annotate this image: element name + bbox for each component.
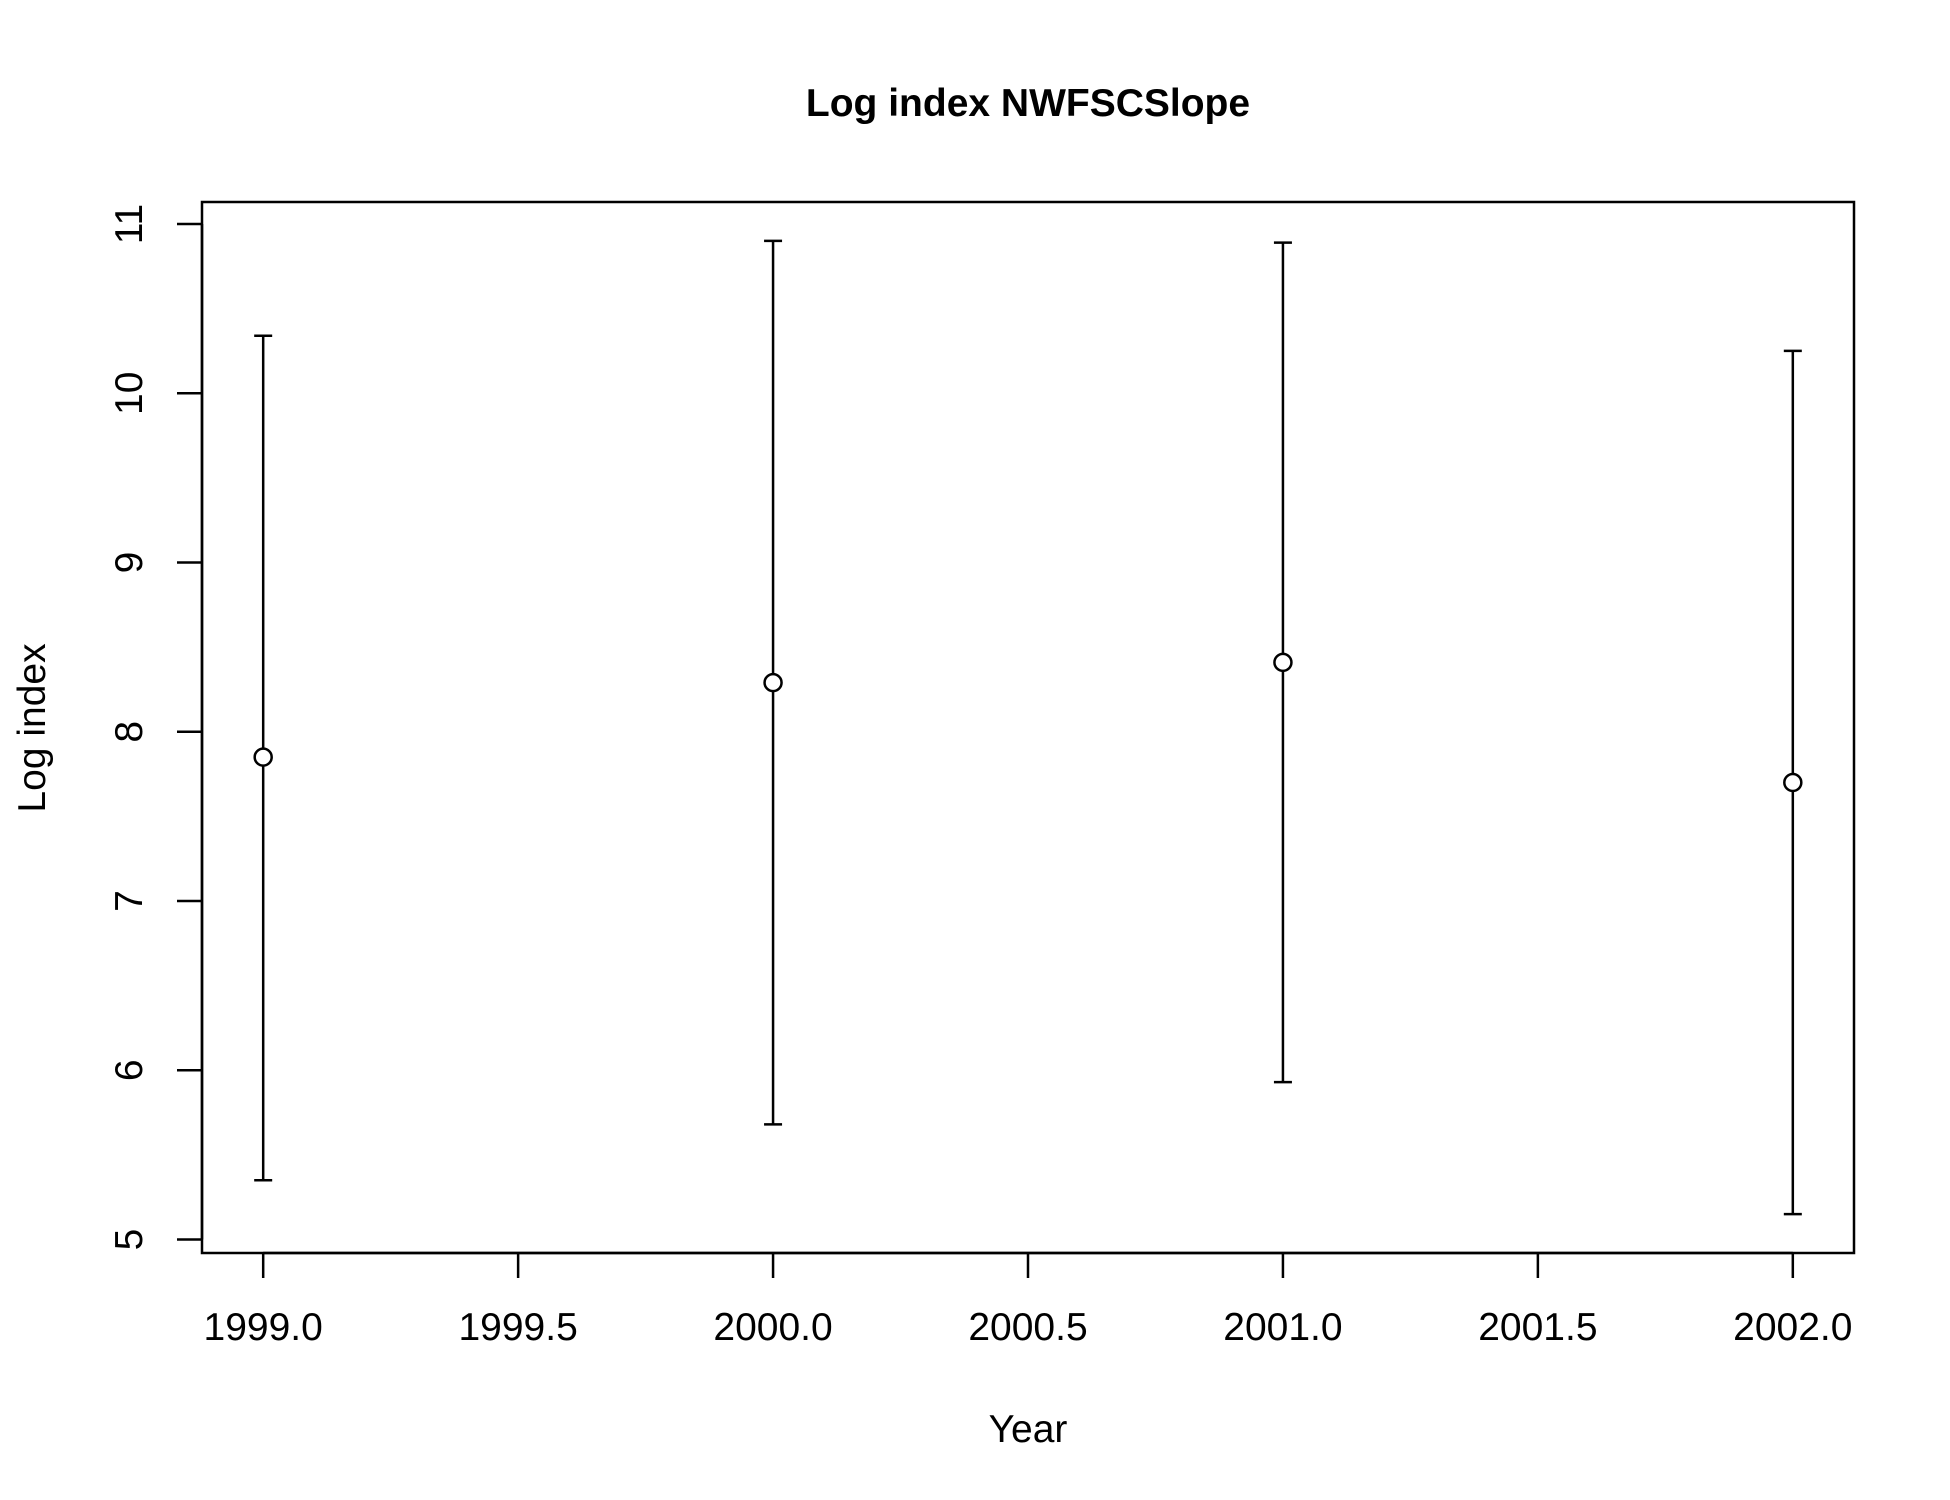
y-tick-label: 11 (108, 204, 151, 245)
data-point (1273, 652, 1293, 673)
x-tick-label: 1999.0 (204, 1306, 323, 1349)
data-point (763, 672, 783, 693)
y-tick-label: 9 (108, 552, 151, 574)
x-tick-label: 2001.0 (1223, 1306, 1342, 1349)
x-axis: 1999.0 1999.5 2000.0 2000.5 2001.0 2001.5 2002… (204, 1251, 1852, 1349)
y-tick-label: 8 (108, 721, 151, 743)
plot-frame (200, 200, 1856, 1255)
y-tick-label: 5 (108, 1229, 151, 1251)
y-axis: 5 6 7 8 9 10 11 (108, 204, 204, 1251)
chart-title: Log index NWFSCSlope (806, 82, 1250, 125)
x-tick-label: 2000.0 (713, 1306, 832, 1349)
y-axis-title: Log index (11, 643, 54, 813)
y-tick-label: 10 (108, 372, 151, 415)
data-point (1783, 772, 1803, 793)
x-tick-label: 1999.5 (458, 1306, 577, 1349)
data-series (253, 239, 1803, 1216)
x-tick-label: 2001.5 (1478, 1306, 1597, 1349)
x-axis-title: Year (989, 1408, 1068, 1451)
x-tick-label: 2002.0 (1733, 1306, 1852, 1349)
x-tick-label: 2000.5 (968, 1306, 1087, 1349)
data-point (253, 747, 273, 767)
y-tick-label: 6 (108, 1059, 151, 1081)
y-tick-label: 7 (108, 890, 151, 912)
